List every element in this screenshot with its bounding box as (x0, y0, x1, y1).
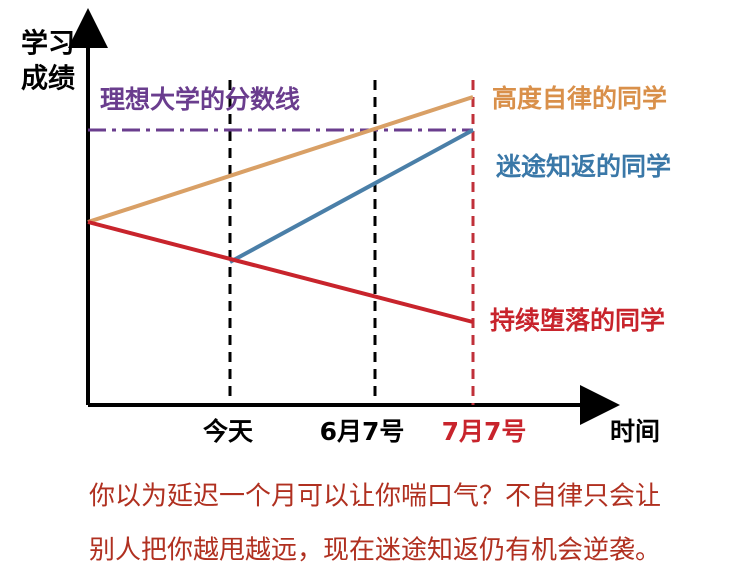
trend-line (229, 128, 474, 264)
trend-line (87, 220, 474, 324)
x-marker-label: 今天 (203, 417, 253, 446)
y-axis-label: 学习 (21, 28, 75, 60)
x-marker-label: 7月7号 (442, 417, 527, 446)
caption: 别人把你越甩越远，现在迷途知返仍有机会逆袭。 (89, 536, 661, 566)
y-axis-label: 成绩 (21, 64, 75, 95)
x-marker-label: 6月7号 (320, 417, 405, 446)
threshold-label: 理想大学的分数线 (100, 85, 300, 114)
line-label: 迷途知返的同学 (496, 152, 671, 181)
trend-line (87, 95, 474, 224)
caption: 你以为延迟一个月可以让你喘口气？不自律只会让 (89, 482, 661, 512)
line-label: 持续堕落的同学 (490, 306, 665, 335)
line-label: 高度自律的同学 (492, 84, 667, 113)
x-axis-label: 时间 (610, 417, 660, 446)
